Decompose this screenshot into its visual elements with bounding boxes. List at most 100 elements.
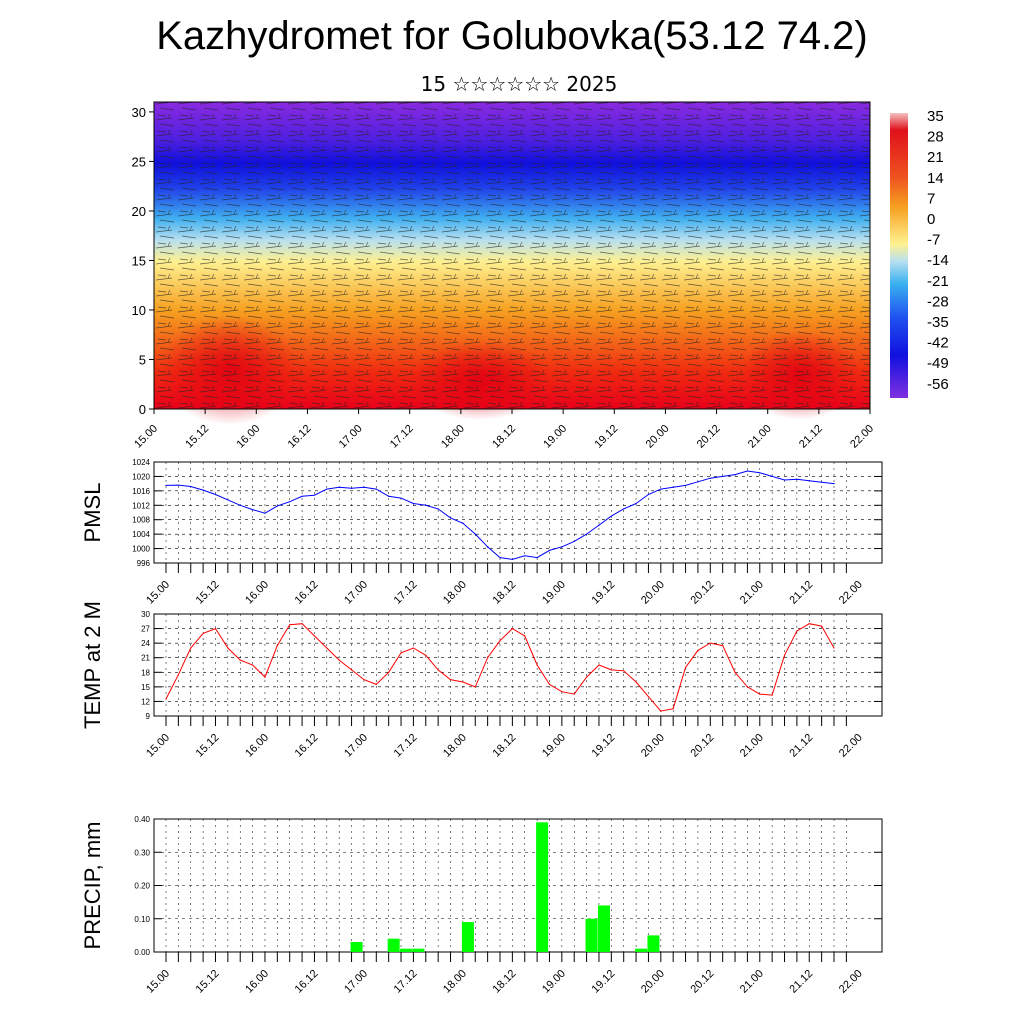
y-axis-label: PMSL (80, 483, 105, 543)
data-point (722, 644, 724, 647)
data-point (289, 501, 291, 503)
temp-panel: 9 12 15 18 21 24 27 30 15.00 15.12 16.00 16.12 17.00… (80, 601, 883, 760)
data-point (412, 502, 415, 505)
precip-bar (647, 935, 660, 952)
data-point (177, 484, 179, 486)
x-tick-label: 21.12 (787, 579, 815, 607)
x-tick-label: 20.00 (639, 732, 667, 760)
x-tick-label: 18.12 (490, 423, 518, 451)
x-tick-label: 21.00 (738, 968, 766, 996)
data-point (573, 693, 575, 695)
x-tick-label: 20.00 (644, 423, 672, 451)
colorbar-label: -7 (927, 232, 940, 249)
x-tick-label: 19.00 (540, 579, 568, 607)
data-point (487, 546, 489, 548)
colorbar-label: -21 (927, 273, 949, 290)
heatmap-panel: 0 5 10 15 20 25 30 15.00 15.12 16.00 16.12 17.00 17.… (132, 101, 876, 451)
data-point (177, 674, 179, 676)
colorbar-scale (890, 113, 908, 398)
colorbar-label: 14 (927, 170, 944, 187)
x-tick-label: 21.00 (738, 579, 766, 607)
data-point (425, 504, 427, 506)
x-tick-label: 18.12 (491, 579, 519, 607)
chart-title: Kazhydromet for Golubovka(53.12 74.2) (156, 14, 868, 58)
data-point (313, 635, 316, 637)
precip-bar (387, 938, 400, 952)
x-tick-label: 20.12 (688, 732, 716, 760)
precip-bar (536, 822, 549, 952)
data-point (536, 664, 538, 666)
x-tick-label: 21.12 (787, 968, 815, 996)
data-point (264, 512, 266, 514)
colorbar-label: 21 (927, 149, 944, 166)
x-tick-label: 18.12 (491, 968, 519, 996)
data-point (375, 683, 377, 686)
data-point (647, 695, 650, 698)
x-tick-label: 15.12 (194, 732, 222, 760)
x-tick-label: 19.00 (541, 423, 569, 451)
x-tick-label: 16.12 (293, 579, 321, 607)
data-point (499, 556, 501, 559)
data-point (623, 670, 625, 672)
data-point (548, 549, 551, 551)
data-point (462, 522, 464, 524)
x-tick-label: 17.12 (388, 423, 416, 451)
x-tick-label: 16.12 (293, 968, 321, 996)
data-point (499, 640, 501, 642)
data-point (759, 472, 761, 474)
y-tick-label: 12 (141, 697, 150, 706)
data-point (474, 686, 476, 688)
data-point (239, 659, 241, 661)
data-point (647, 493, 650, 496)
x-tick-label: 20.00 (639, 579, 667, 607)
data-point (363, 486, 365, 488)
colorbar-label: -49 (927, 355, 949, 372)
y-tick-label: 0.40 (134, 815, 150, 824)
data-point (561, 691, 563, 693)
x-tick-label: 17.12 (392, 968, 420, 996)
x-tick-label: 21.00 (738, 732, 766, 760)
data-point (561, 546, 563, 548)
precip-bar (585, 918, 598, 952)
data-point (585, 533, 588, 535)
data-point (808, 623, 810, 625)
x-tick-label: 22.00 (837, 732, 865, 760)
data-point (573, 540, 575, 542)
data-point (301, 495, 303, 497)
x-tick-label: 19.12 (590, 579, 618, 607)
data-point (796, 630, 798, 632)
x-tick-label: 15.00 (132, 423, 160, 451)
data-point (165, 698, 167, 700)
data-point (548, 683, 551, 686)
data-point (289, 624, 291, 626)
x-tick-label: 20.12 (695, 423, 723, 451)
y-tick-label: 0 (139, 402, 146, 417)
y-axis-label: TEMP at 2 M (80, 601, 105, 729)
data-point (350, 487, 353, 489)
y-tick-label: 0.30 (134, 848, 150, 857)
x-tick-label: 16.00 (234, 423, 262, 451)
y-tick-label: 0.10 (134, 915, 150, 924)
precip-bar (400, 948, 413, 952)
data-point (598, 664, 600, 666)
colorbar-label: -56 (927, 376, 949, 393)
wind-barbs (154, 102, 870, 409)
data-point (227, 647, 229, 649)
y-tick-label: 25 (132, 154, 146, 169)
y-tick-label: 15 (141, 683, 150, 692)
data-point (783, 654, 786, 656)
data-point (425, 654, 427, 656)
y-tick-label: 18 (141, 668, 150, 677)
x-tick-label: 21.00 (746, 423, 774, 451)
data-point (821, 625, 823, 627)
data-point (202, 489, 204, 491)
data-point (214, 627, 217, 630)
y-tick-label: 10 (132, 303, 146, 318)
data-point (214, 493, 217, 496)
data-point (388, 671, 390, 673)
data-point (449, 517, 452, 519)
y-tick-label: 0.20 (134, 882, 150, 891)
data-point (437, 508, 439, 510)
data-point (746, 470, 749, 472)
data-point (771, 475, 773, 478)
